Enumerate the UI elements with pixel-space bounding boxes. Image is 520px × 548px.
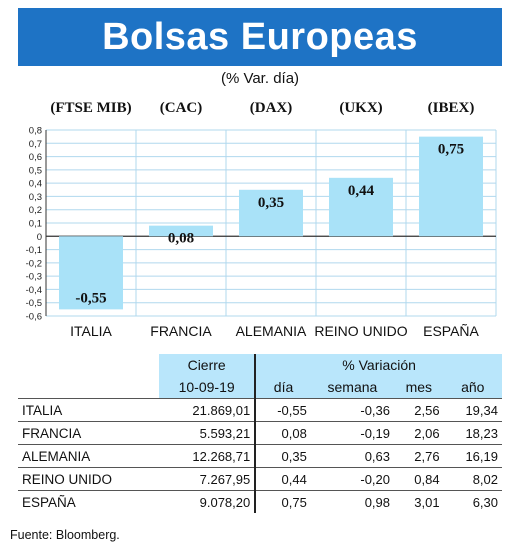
row-name: ESPAÑA	[18, 490, 160, 513]
y-tick-label: 0,7	[29, 139, 42, 150]
y-tick-label: 0,4	[29, 179, 42, 190]
row-mes: 2,76	[394, 444, 444, 468]
row-cierre: 5.593,21	[159, 421, 256, 445]
row-anio: 8,02	[443, 467, 502, 491]
index-label: (CAC)	[159, 100, 203, 116]
header-mes: mes	[394, 376, 444, 399]
row-mes: 2,06	[394, 421, 444, 445]
y-tick-label: -0,4	[26, 285, 42, 296]
index-label: (DAX)	[249, 100, 293, 116]
row-name: ITALIA	[18, 398, 160, 422]
x-category-label: ITALIA	[70, 323, 112, 339]
header-variacion: % Variación	[254, 354, 502, 376]
y-tick-label: 0,2	[29, 205, 42, 216]
bar-value-label: 0,44	[348, 183, 375, 199]
row-anio: 6,30	[443, 490, 502, 513]
y-tick-label: 0,8	[29, 126, 42, 137]
title-banner: Bolsas Europeas	[18, 8, 502, 66]
row-cierre: 12.268,71	[159, 444, 256, 468]
y-tick-label: -0,1	[26, 245, 42, 256]
row-anio: 19,34	[443, 398, 502, 422]
x-category-label: ESPAÑA	[423, 323, 479, 339]
row-semana: 0,98	[310, 490, 395, 513]
bar	[239, 189, 303, 237]
y-tick-label: 0,1	[29, 219, 42, 230]
row-cierre: 21.869,01	[159, 398, 256, 422]
table-row: REINO UNIDO 7.267,95 0,44 -0,20 0,84 8,02	[18, 467, 502, 491]
x-category-label: FRANCIA	[150, 323, 212, 339]
bar	[329, 177, 393, 237]
row-dia: 0,44	[254, 467, 311, 491]
y-tick-label: 0	[37, 232, 42, 243]
row-semana: -0,20	[310, 467, 395, 491]
row-anio: 16,19	[443, 444, 502, 468]
row-mes: 3,01	[394, 490, 444, 513]
header-cierre: Cierre	[159, 354, 256, 376]
header-date: 10-09-19	[159, 376, 256, 399]
index-label: (UKX)	[339, 100, 383, 116]
chart-title: Bolsas Europeas	[102, 15, 418, 58]
y-tick-label: 0,6	[29, 152, 42, 163]
bar-chart: 0,8 0,7 0,6 0,5 0,4 0,3 0,2 0,1 0 -0,1 -0,2 -0,3 -0,…	[26, 126, 497, 339]
row-name: ALEMANIA	[18, 444, 160, 468]
source-note: Fuente: Bloomberg.	[10, 528, 120, 542]
row-cierre: 7.267,95	[159, 467, 256, 491]
row-mes: 0,84	[394, 467, 444, 491]
row-name: REINO UNIDO	[18, 467, 160, 491]
table-row: FRANCIA 5.593,21 0,08 -0,19 2,06 18,23	[18, 421, 502, 445]
index-label: (FTSE MIB)	[50, 100, 132, 116]
y-tick-label: -0,5	[26, 298, 42, 309]
y-tick-label: -0,6	[26, 312, 42, 323]
header-semana: semana	[310, 376, 395, 399]
y-tick-label: 0,5	[29, 165, 42, 176]
bar-value-label: 0,08	[168, 231, 194, 247]
table-row: ITALIA 21.869,01 -0,55 -0,36 2,56 19,34	[18, 398, 502, 422]
row-dia: 0,75	[254, 490, 311, 513]
bar	[59, 236, 123, 310]
header-anio: año	[443, 376, 502, 399]
x-category-label: ALEMANIA	[236, 323, 307, 339]
row-mes: 2,56	[394, 398, 444, 422]
table-row: ESPAÑA 9.078,20 0,75 0,98 3,01 6,30	[18, 490, 502, 513]
row-name: FRANCIA	[18, 421, 160, 445]
x-category-label: REINO UNIDO	[314, 323, 407, 339]
bar	[419, 136, 483, 237]
row-semana: -0,19	[310, 421, 395, 445]
bar-value-label: 0,35	[258, 195, 284, 211]
row-semana: -0,36	[310, 398, 395, 422]
data-table: Cierre % Variación 10-09-19 día semana m…	[18, 354, 502, 513]
chart-subtitle: (% Var. día)	[220, 70, 300, 87]
y-tick-label: 0,3	[29, 192, 42, 203]
bar-value-label: -0,55	[75, 290, 106, 306]
row-anio: 18,23	[443, 421, 502, 445]
row-semana: 0,63	[310, 444, 395, 468]
index-label: (IBEX)	[427, 100, 475, 116]
header-dia: día	[254, 376, 311, 399]
y-tick-label: -0,2	[26, 258, 42, 269]
row-dia: 0,35	[254, 444, 311, 468]
y-tick-label: -0,3	[26, 272, 42, 283]
bar-value-label: 0,75	[438, 142, 464, 158]
row-cierre: 9.078,20	[159, 490, 256, 513]
bar	[149, 225, 213, 237]
table-row: ALEMANIA 12.268,71 0,35 0,63 2,76 16,19	[18, 444, 502, 468]
row-dia: 0,08	[254, 421, 311, 445]
row-dia: -0,55	[254, 398, 311, 422]
